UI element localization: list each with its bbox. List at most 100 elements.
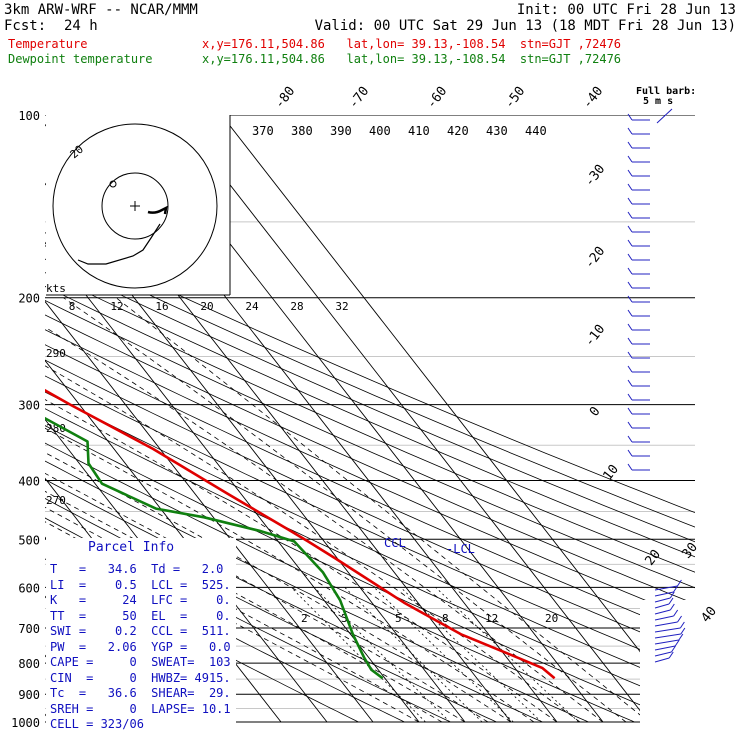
wind-barb-flag-low <box>680 627 686 635</box>
hodograph-tick-label: 20 <box>200 300 213 313</box>
dew-location: x,y=176.11,504.86 lat,lon= 39.13,-108.54… <box>202 52 622 66</box>
dry-adiabat-line <box>45 115 695 723</box>
wind-barb-flag-low <box>674 639 680 647</box>
mixing-ratio-label: 12 <box>485 612 498 625</box>
dry-adiabat-line <box>45 115 695 723</box>
dry-adiabat-line <box>45 115 695 723</box>
isotherm-label: -40 <box>580 84 606 112</box>
wind-barb-flag <box>627 225 633 233</box>
isotherm-label: 30 <box>680 540 701 562</box>
isotherm-label: -30 <box>582 162 608 190</box>
wind-barb-shaft-low <box>654 621 678 627</box>
profile-series <box>45 115 556 680</box>
pressure-axis: 100 200 300 400 500 600 700 800 900 1000 <box>11 109 40 730</box>
pressure-label: 600 <box>18 581 40 595</box>
moist-adiabat-line <box>63 297 627 723</box>
wind-barb-flag <box>627 239 633 247</box>
parcel-info-title: Parcel Info <box>88 540 175 555</box>
isotherm-line <box>0 115 5 722</box>
parcel-info-row: CIN = 0 HWBZ= 4915. <box>50 670 231 685</box>
pressure-label: 1000 <box>11 716 40 730</box>
adiabat-label: 280 <box>46 422 66 435</box>
hodograph-trace <box>77 223 161 265</box>
fcst-value: 24 h <box>64 18 98 34</box>
hodograph-trace-low <box>147 205 168 215</box>
dry-adiabat-line <box>45 115 695 723</box>
isotherm-label: 40 <box>699 604 720 626</box>
temperature-profile <box>45 115 556 680</box>
parcel-info-row: T = 34.6 Td = 2.0 <box>50 562 224 576</box>
dry-adiabat-line <box>45 115 695 723</box>
wind-barb-flag <box>627 267 633 275</box>
moist-adiabat-line <box>45 297 604 723</box>
wind-barb-flag <box>627 379 633 387</box>
theta-label: 380 <box>291 124 313 138</box>
isotherm-label: -60 <box>424 84 450 112</box>
moist-adiabat-line <box>115 297 650 723</box>
mixing-ratio-label: 20 <box>545 612 558 625</box>
hodograph: 8 12 16 20 24 28 32 <box>46 115 349 313</box>
parcel-info-row: LI = 0.5 LCL = 525. <box>50 577 231 592</box>
parcel-info-row: CELL = 323/06 <box>50 717 144 731</box>
moist-adiabat-line <box>45 297 558 723</box>
mixing-ratio-label: 5 <box>395 612 402 625</box>
wind-barb-flag <box>627 393 633 401</box>
wind-barb-flag <box>627 141 633 149</box>
hodograph-tick-label: 12 <box>110 300 123 313</box>
wind-barb-shaft-low <box>654 615 674 621</box>
dewpoint-profile <box>45 115 384 680</box>
hodograph-tick-label: 28 <box>290 300 303 313</box>
wind-barb-flag-low <box>678 633 684 641</box>
isotherm-label: 20 <box>643 547 664 569</box>
isotherm-label: -80 <box>272 84 298 112</box>
mixing-ratio-label: 8 <box>442 612 449 625</box>
dry-adiabat-line <box>45 115 695 723</box>
mixing-ratio-line <box>344 587 483 723</box>
wind-barb-flag <box>627 197 633 205</box>
moist-adiabat-line <box>45 297 581 723</box>
theta-label: 390 <box>330 124 352 138</box>
wind-barb-flag <box>627 281 633 289</box>
ccl-label: CCL <box>384 536 406 550</box>
adiabat-label: 270 <box>46 494 66 507</box>
wind-barb-flag-low <box>677 579 682 587</box>
isotherm-line <box>45 115 420 723</box>
dry-adiabat-line <box>45 115 695 723</box>
wind-barb-flag <box>627 169 633 177</box>
wind-barb-shaft-low <box>654 591 674 597</box>
parcel-info-row: Tc = 36.6 SHEAR= 29. <box>50 686 231 700</box>
wind-barb-flag-low <box>673 585 678 593</box>
theta-label: 420 <box>447 124 469 138</box>
valid-time: Valid: 00 UTC Sat 29 Jun 13 (18 MDT Fri … <box>314 18 736 34</box>
wind-barb-shaft-low <box>654 645 676 651</box>
pressure-label: 900 <box>18 688 40 702</box>
theta-label: 400 <box>369 124 391 138</box>
hodograph-storm-motion <box>109 180 117 188</box>
pressure-label: 100 <box>18 109 40 123</box>
hodograph-bg <box>46 115 230 295</box>
wind-barb-flag <box>627 253 633 261</box>
moist-adiabat-line <box>45 297 466 723</box>
wind-barb-shaft-low <box>654 657 670 663</box>
parcel-info-row: PW = 2.06 YGP = 0.0 <box>50 639 231 654</box>
wind-barb-shaft-low <box>654 597 671 603</box>
wind-barb-flag <box>627 463 633 471</box>
wind-barb-shaft-low <box>654 651 672 657</box>
wind-barb-flag <box>627 183 633 191</box>
wind-barb-flag <box>627 295 633 303</box>
isotherm-label: -50 <box>502 84 528 112</box>
model-title: 3km ARW-WRF -- NCAR/MMM <box>4 2 198 18</box>
isotherm-line <box>175 115 650 723</box>
wind-barb-flag-low <box>673 609 679 617</box>
wind-barb-flag <box>627 155 633 163</box>
wind-barb-flag <box>627 211 633 219</box>
parcel-info-row: K = 24 LFC = 0. <box>50 593 231 607</box>
wind-barb-flag <box>627 421 633 429</box>
hodograph-tick-label: 32 <box>335 300 348 313</box>
barb-legend-sample <box>656 108 673 124</box>
isotherm-label: -10 <box>582 322 608 350</box>
pressure-label: 300 <box>18 399 40 413</box>
mixing-ratio-line <box>435 587 579 723</box>
moist-adiabat-line <box>45 297 489 723</box>
